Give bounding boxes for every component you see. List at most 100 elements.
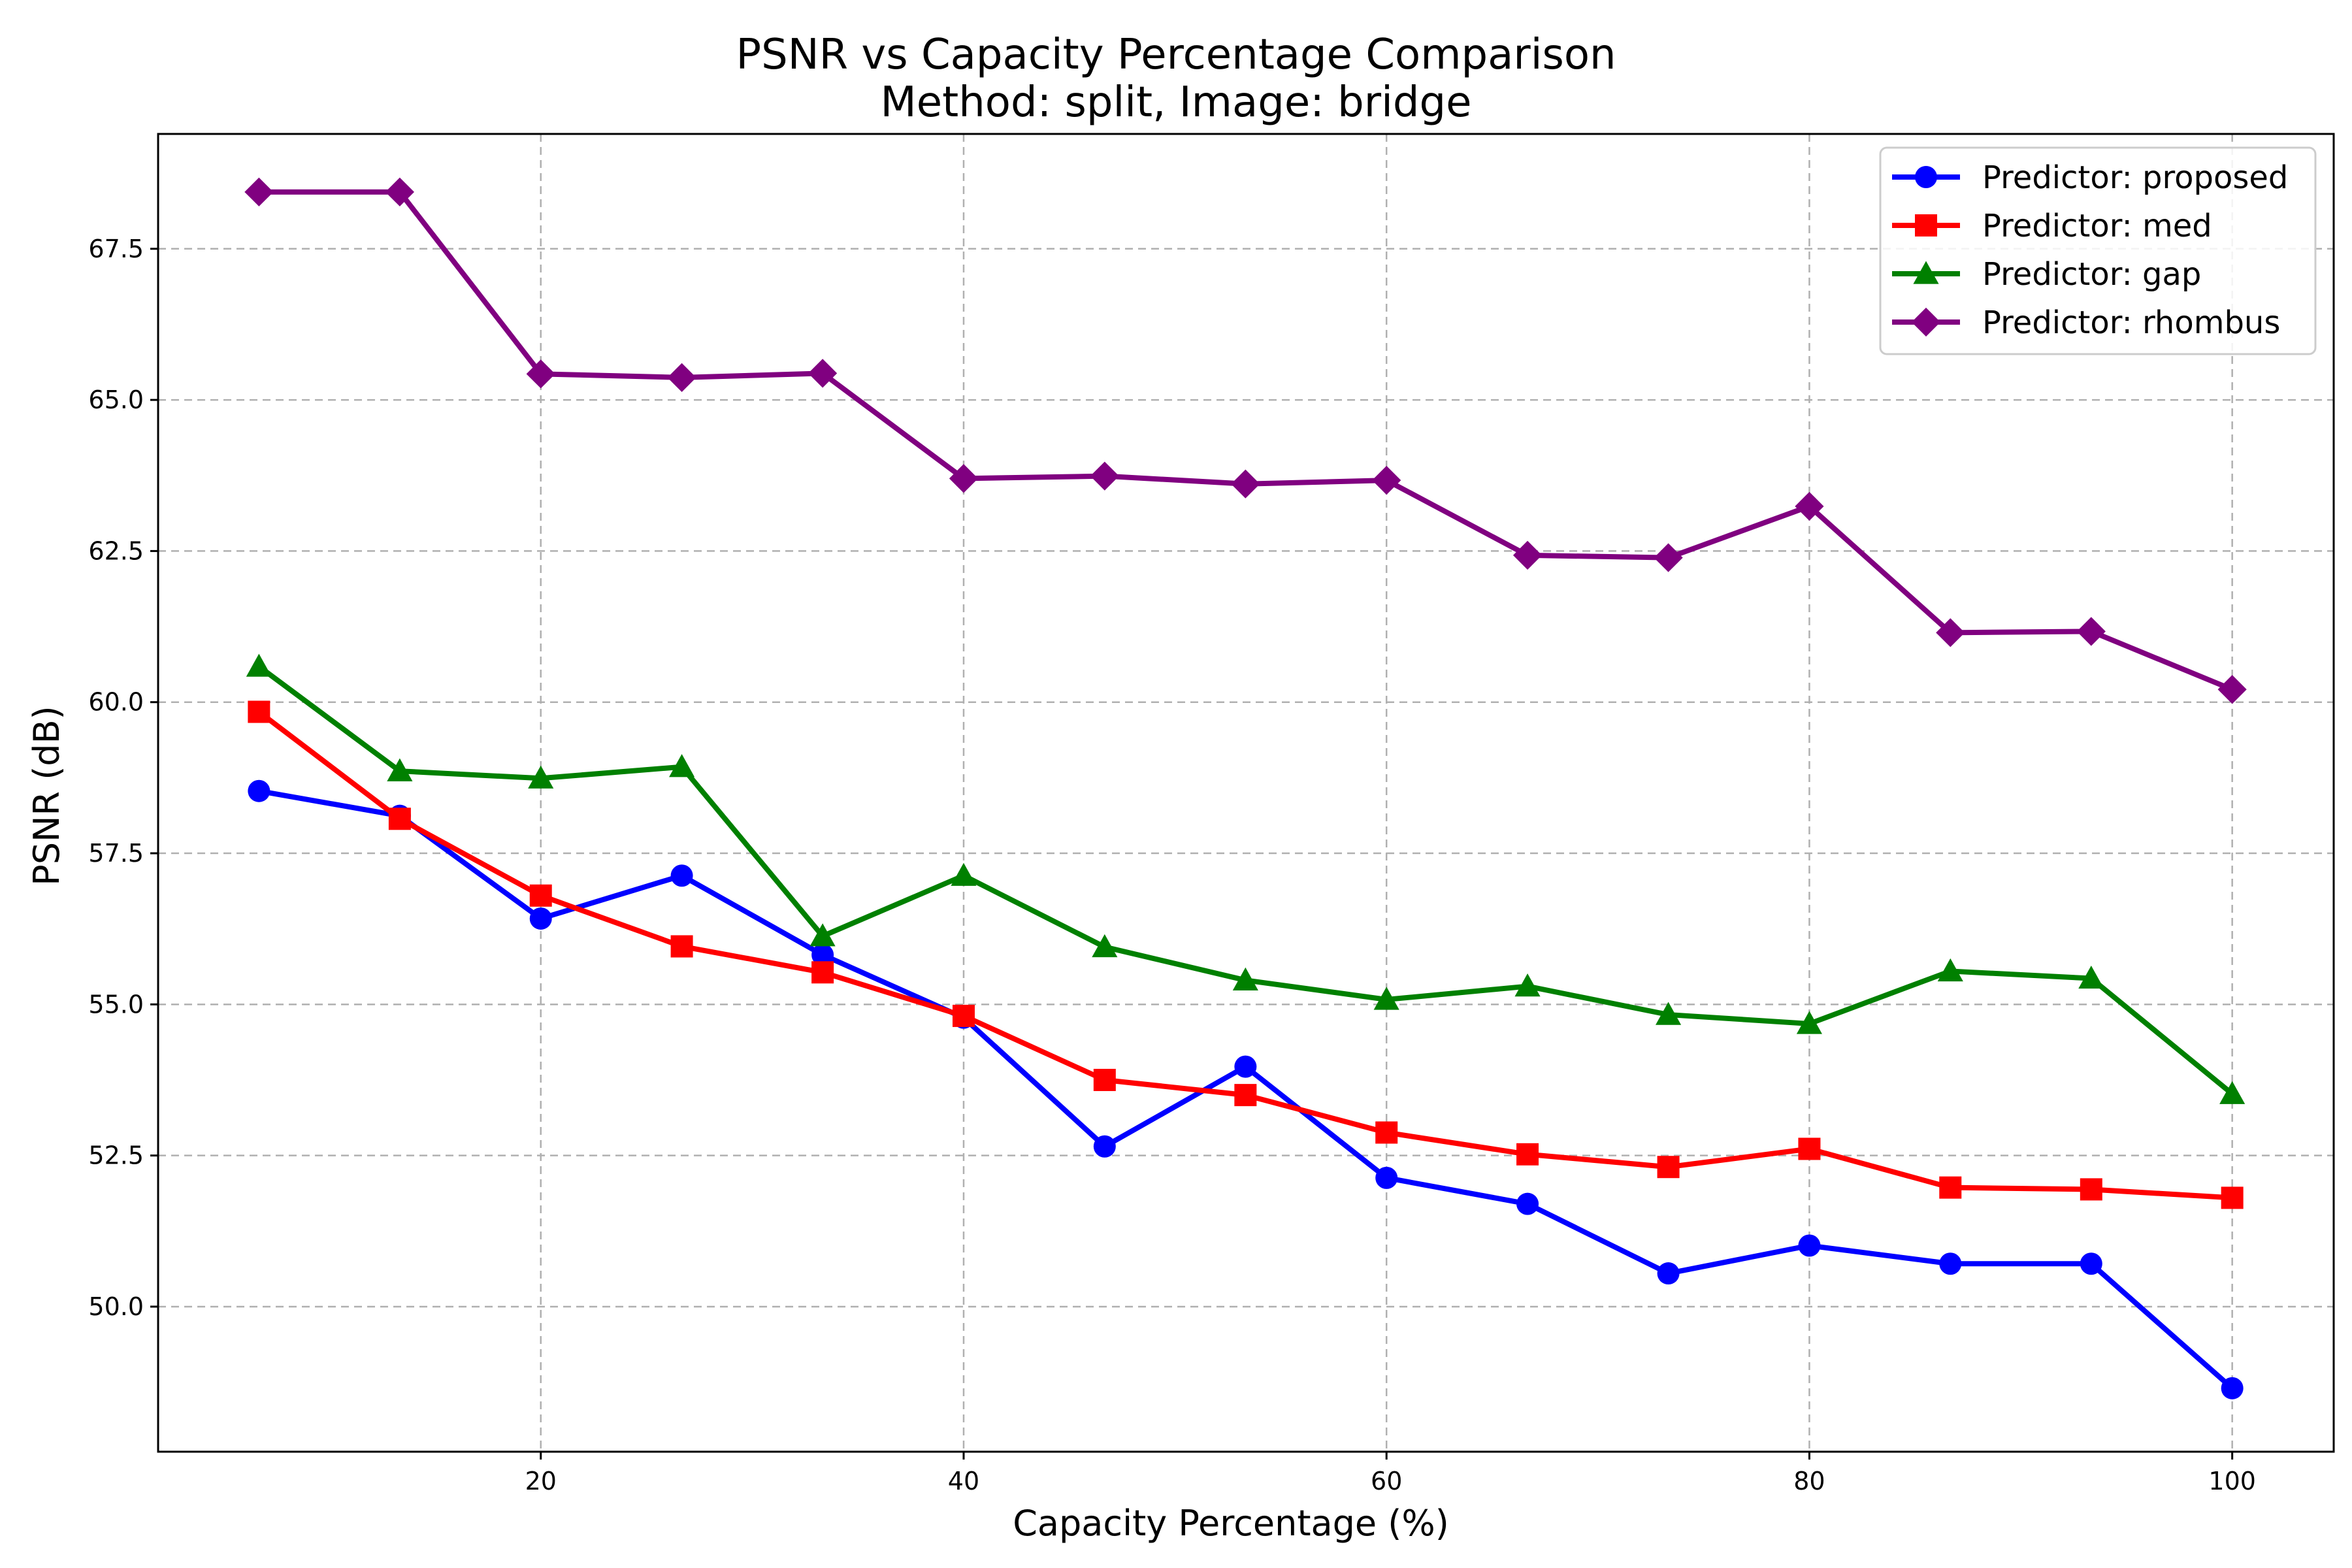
- legend: Predictor: proposed Predictor: med Predict…: [1879, 146, 2317, 355]
- data-point-gap: [528, 765, 554, 789]
- data-point-gap: [1656, 1002, 1682, 1025]
- data-point-med: [670, 935, 693, 958]
- data-point-med: [1798, 1137, 1821, 1160]
- grid-lines: [158, 134, 2334, 1452]
- data-point-gap: [1796, 1011, 1822, 1034]
- legend-swatch-marker: [1915, 214, 1937, 237]
- x-tick-label: 100: [2208, 1467, 2256, 1495]
- data-point-proposed: [670, 864, 693, 887]
- legend-swatch-marker: [1911, 307, 1941, 337]
- y-tick-label: 52.5: [88, 1141, 144, 1170]
- x-tick-label: 60: [1371, 1467, 1402, 1495]
- data-point-gap: [669, 754, 695, 777]
- data-point-rhombus: [1231, 469, 1260, 498]
- y-tick-label: 57.5: [88, 839, 144, 868]
- data-point-med: [1657, 1156, 1680, 1179]
- data-point-rhombus: [2076, 617, 2106, 646]
- data-point-rhombus: [949, 464, 979, 493]
- legend-item-gap: Predictor: gap: [1892, 256, 2201, 293]
- x-axis-label: Capacity Percentage (%): [1013, 1503, 1449, 1544]
- data-point-med: [1093, 1068, 1116, 1091]
- data-point-rhombus: [244, 177, 274, 206]
- data-point-gap: [2078, 965, 2104, 989]
- legend-item-proposed: Predictor: proposed: [1892, 159, 2288, 196]
- plot-frame: [157, 133, 2335, 1453]
- legend-label: Predictor: rhombus: [1982, 304, 2280, 341]
- data-point-gap: [2219, 1081, 2246, 1104]
- y-tick-label: 67.5: [88, 235, 144, 263]
- y-tick-label: 50.0: [88, 1292, 144, 1321]
- legend-swatch-marker: [1915, 166, 1937, 188]
- series-med: [248, 700, 2244, 1209]
- y-tick-label: 55.0: [88, 990, 144, 1019]
- series-rhombus: [244, 177, 2247, 704]
- data-point-proposed: [1093, 1135, 1116, 1158]
- data-point-gap: [1937, 958, 1963, 982]
- data-point-proposed: [529, 907, 552, 930]
- data-point-gap: [387, 758, 413, 781]
- data-point-proposed: [248, 779, 270, 802]
- legend-label: Predictor: med: [1982, 208, 2212, 244]
- data-point-gap: [1232, 967, 1258, 990]
- data-point-med: [1516, 1143, 1539, 1166]
- axis-ticks: 20 40 60 80 100 50.0 52.5 55.0 57.5 60.0 62.5 65.0 6…: [88, 235, 2256, 1495]
- x-tick-label: 20: [525, 1467, 557, 1495]
- y-tick-label: 60.0: [88, 688, 144, 717]
- y-tick-label: 65.0: [88, 385, 144, 414]
- data-point-rhombus: [526, 359, 555, 389]
- data-point-rhombus: [385, 177, 414, 206]
- data-point-proposed: [1375, 1166, 1398, 1189]
- series-proposed: [248, 779, 2244, 1399]
- data-point-rhombus: [1512, 540, 1543, 570]
- data-point-med: [248, 700, 270, 723]
- data-point-med: [2221, 1186, 2244, 1209]
- data-point-gap: [1092, 934, 1118, 958]
- series-gap: [246, 653, 2246, 1104]
- data-point-rhombus: [1372, 466, 1401, 495]
- data-point-med: [1234, 1084, 1257, 1107]
- data-point-rhombus: [808, 359, 838, 388]
- data-point-rhombus: [1936, 618, 1965, 647]
- data-point-med: [1375, 1121, 1398, 1144]
- series-line-gap: [257, 664, 2234, 1096]
- legend-label: Predictor: gap: [1982, 256, 2201, 293]
- data-point-med: [811, 961, 834, 984]
- legend-label: Predictor: proposed: [1982, 159, 2288, 196]
- data-point-rhombus: [2217, 675, 2247, 704]
- data-point-rhombus: [667, 363, 696, 392]
- chart-title: PSNR vs Capacity Percentage Comparison: [736, 31, 1616, 79]
- data-point-proposed: [811, 943, 834, 966]
- legend-box: [1879, 146, 2317, 355]
- x-tick-label: 80: [1793, 1467, 1825, 1495]
- data-point-proposed: [1516, 1192, 1539, 1215]
- data-point-proposed: [1234, 1055, 1257, 1078]
- data-point-med: [1939, 1176, 1962, 1199]
- data-point-rhombus: [1654, 543, 1683, 572]
- legend-swatch-marker: [1913, 261, 1939, 284]
- data-point-gap: [1514, 973, 1541, 997]
- data-point-proposed: [1939, 1252, 1962, 1275]
- data-point-proposed: [2221, 1377, 2244, 1399]
- series-line-med: [257, 710, 2232, 1201]
- data-point-gap: [951, 862, 977, 886]
- data-point-gap: [809, 923, 836, 947]
- data-point-med: [952, 1004, 975, 1027]
- data-point-proposed: [1657, 1262, 1680, 1285]
- data-point-gap: [1373, 987, 1399, 1010]
- chart-subtitle: Method: split, Image: bridge: [881, 78, 1472, 127]
- data-point-rhombus: [1090, 461, 1119, 491]
- x-tick-label: 40: [948, 1467, 979, 1495]
- legend-item-med: Predictor: med: [1892, 208, 2212, 244]
- data-point-proposed: [2080, 1252, 2102, 1275]
- data-point-med: [388, 808, 411, 830]
- data-point-med: [529, 884, 552, 907]
- data-point-med: [2080, 1178, 2102, 1201]
- y-tick-label: 62.5: [88, 536, 144, 565]
- y-axis-label: PSNR (dB): [26, 706, 67, 885]
- data-point-rhombus: [1795, 491, 1824, 521]
- data-point-gap: [246, 653, 272, 677]
- legend-item-rhombus: Predictor: rhombus: [1892, 304, 2280, 341]
- series-group: [244, 177, 2247, 1399]
